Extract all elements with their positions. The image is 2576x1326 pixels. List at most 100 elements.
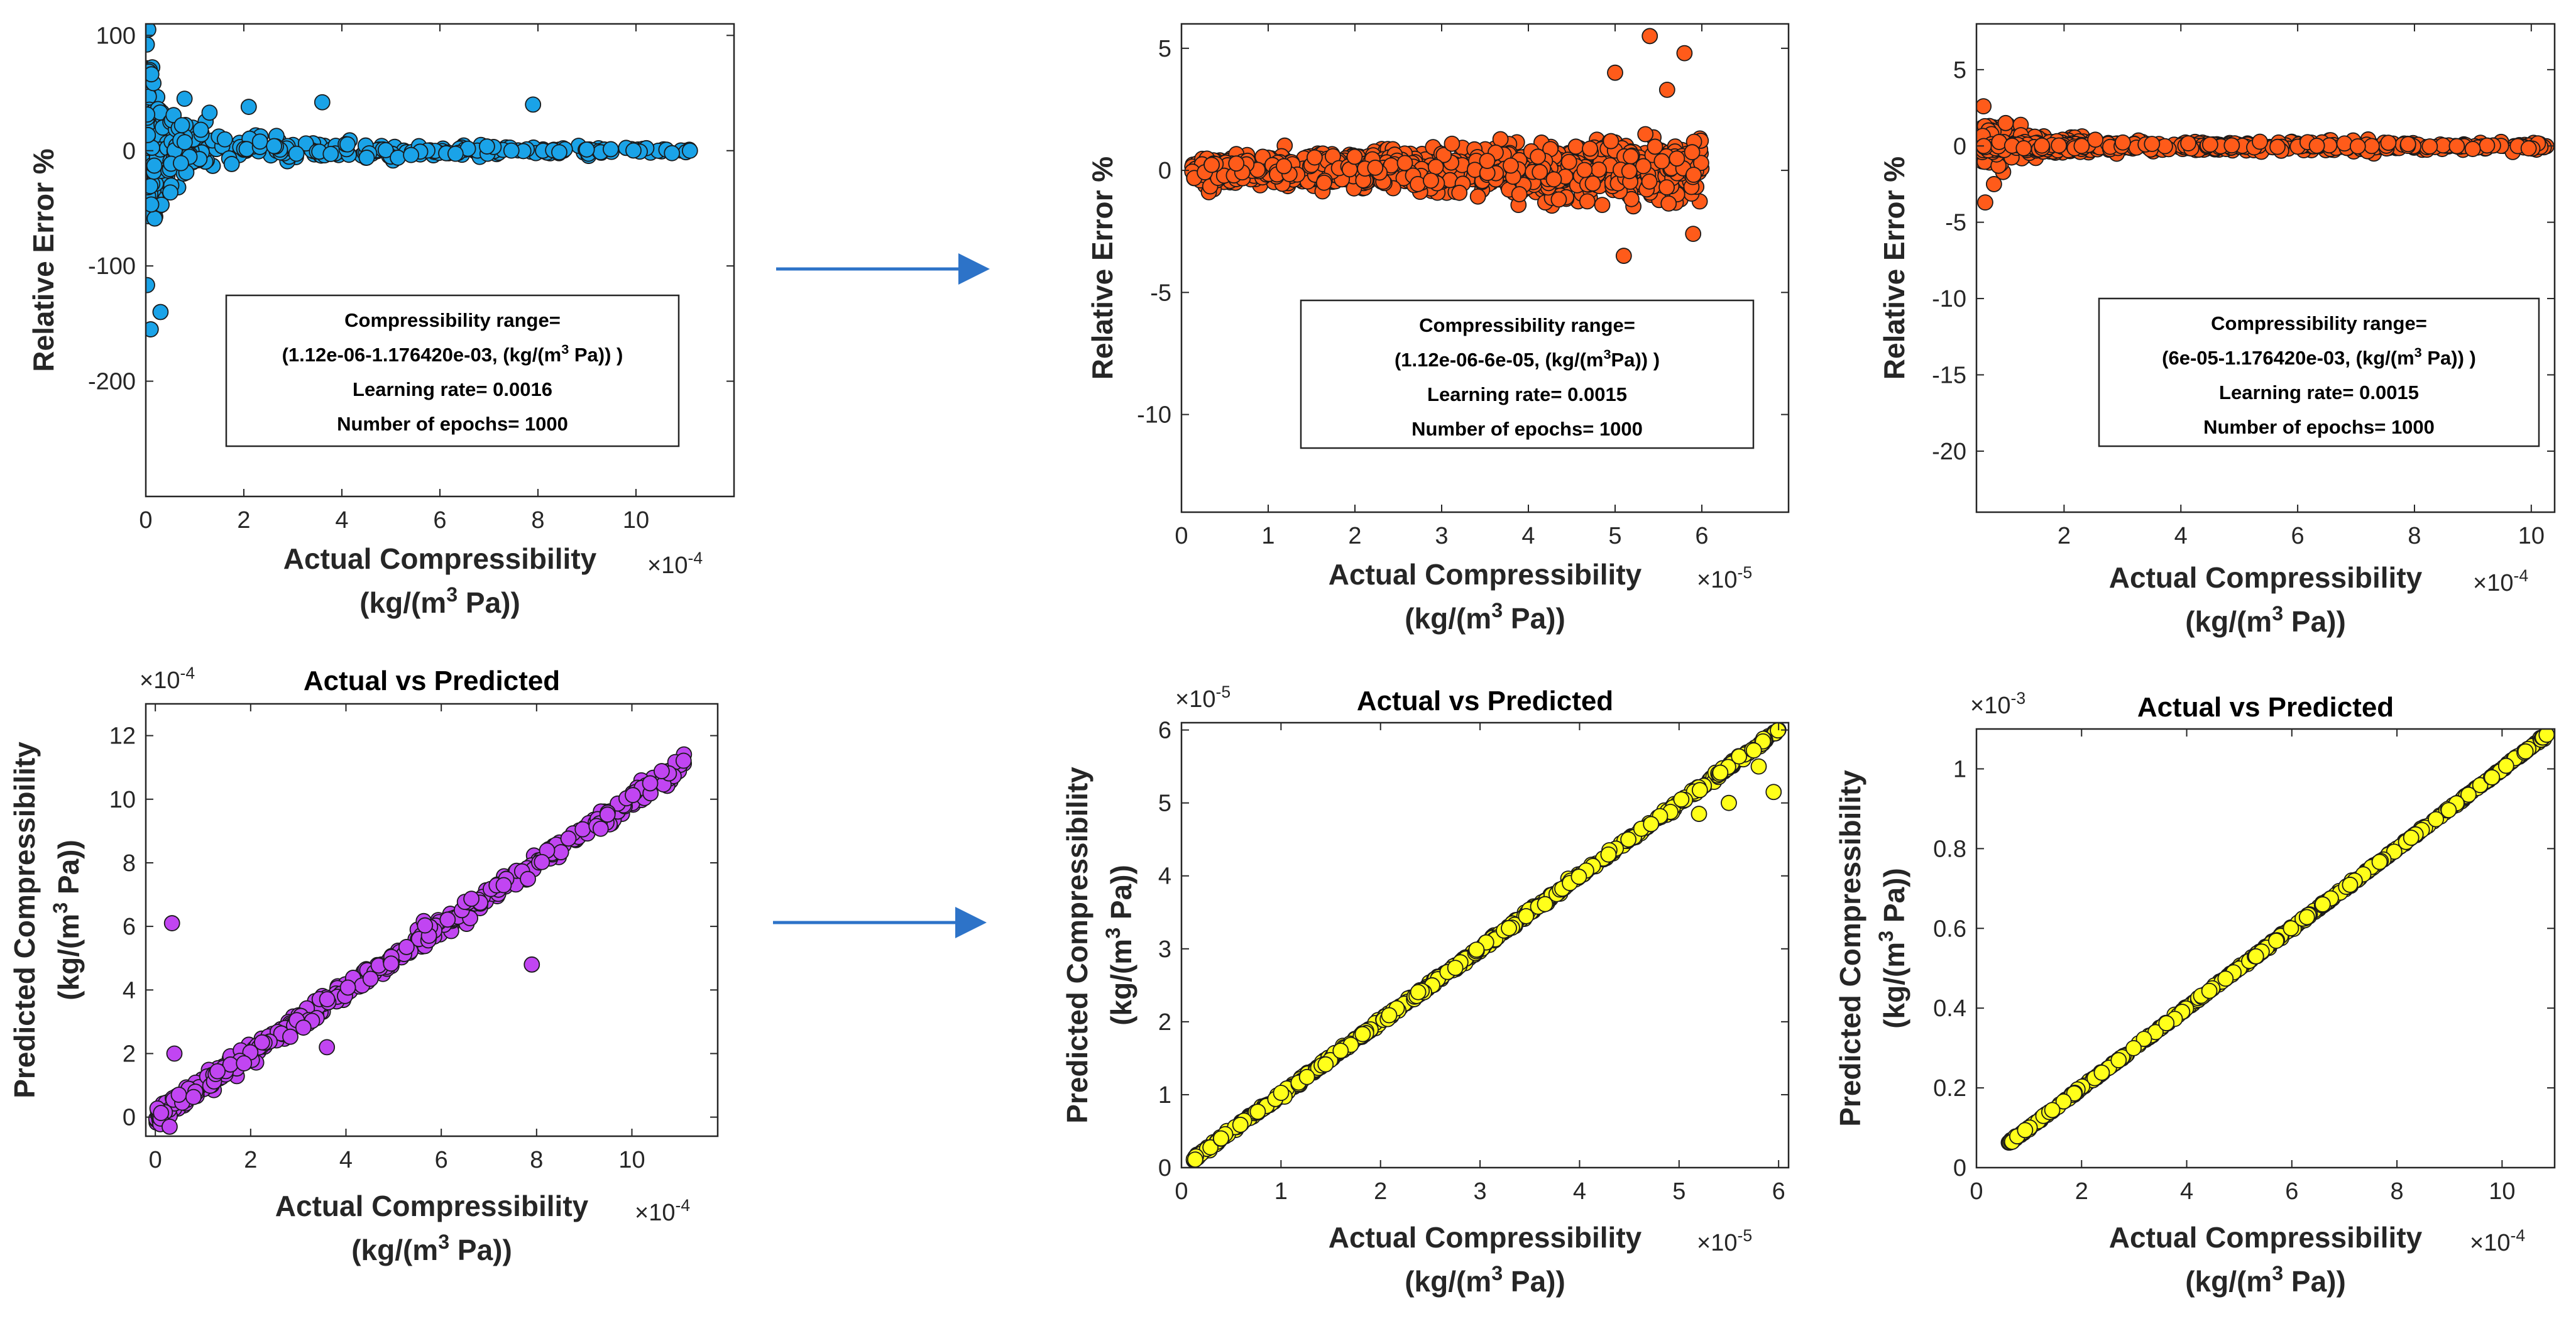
data-point <box>2066 1085 2083 1102</box>
data-point <box>1346 148 1363 165</box>
data-point <box>322 146 339 162</box>
x-axis-exponent: ×10-4 <box>2473 566 2528 596</box>
data-point <box>1985 176 2002 192</box>
data-point <box>153 1105 170 1121</box>
y-ticks: 5 0 -5 -10 <box>1137 36 1789 429</box>
data-point <box>654 763 670 779</box>
chart-2: 0 1 2 3 4 5 6 5 0 -5 -10 Actual Compressibility (kg/… <box>1086 23 1790 635</box>
x-tick-label: 0 <box>1970 1178 1983 1205</box>
data-point <box>2479 137 2496 154</box>
data-point <box>1685 226 1702 243</box>
x-tick-label: 4 <box>2174 523 2188 549</box>
data-point <box>236 1055 253 1071</box>
data-point <box>176 134 193 151</box>
data-point <box>1545 171 1562 188</box>
data-point <box>1187 1151 1203 1168</box>
data-point <box>2093 1065 2110 1081</box>
data-point <box>2051 137 2068 154</box>
data-point <box>2110 1052 2127 1068</box>
data-point <box>1537 896 1554 912</box>
data-point <box>314 94 331 111</box>
annotation-line: (1.12e-06-6e-05, (kg/(m3Pa)) ) <box>1395 346 1660 371</box>
y-tick-label: 4 <box>1158 863 1171 890</box>
annotation-line: Learning rate= 0.0015 <box>2219 381 2419 403</box>
x-ticks: 0 2 4 6 8 10 <box>149 704 645 1173</box>
data-point <box>1203 156 1220 173</box>
x-ticks: 0 1 2 3 4 5 6 <box>1175 723 1785 1205</box>
x-tick-label: 8 <box>531 507 544 534</box>
data-point <box>1579 193 1596 210</box>
y-axis-label-units: (kg/(m3 Pa)) <box>1102 865 1137 1026</box>
data-point <box>1615 248 1632 264</box>
x-tick-label: 4 <box>1521 523 1535 549</box>
data-point <box>2371 853 2388 870</box>
x-ticks: 0 2 4 6 8 10 <box>1970 729 2516 1205</box>
data-point <box>1381 1007 1398 1024</box>
data-point <box>1591 161 1607 178</box>
y-tick-label: 1 <box>1158 1082 1171 1109</box>
axes-frame <box>1975 23 2556 513</box>
data-point <box>1444 135 1461 152</box>
data-point <box>2380 134 2397 151</box>
data-point <box>1530 148 1546 165</box>
annotation-line: Learning rate= 0.0016 <box>353 378 552 400</box>
data-point <box>551 144 567 161</box>
data-point <box>1635 158 1652 175</box>
data-point <box>1647 138 1663 155</box>
data-point <box>2017 1122 2034 1139</box>
data-point <box>1567 138 1584 155</box>
data-point <box>2201 982 2218 999</box>
markers <box>1184 28 1710 264</box>
x-tick-label: 2 <box>237 507 250 534</box>
y-ticks: 0 0.2 0.4 0.6 0.8 1 <box>1933 756 2555 1181</box>
data-point <box>358 150 375 166</box>
data-point <box>2336 135 2353 152</box>
x-axis-label: Actual Compressibility <box>1329 558 1642 591</box>
annotation-line: Number of epochs= 1000 <box>1411 418 1643 440</box>
data-point <box>339 136 356 153</box>
data-point <box>2472 777 2489 794</box>
data-point <box>297 135 314 152</box>
data-point <box>146 321 159 337</box>
data-point <box>319 991 336 1007</box>
data-point <box>173 117 190 134</box>
annotation-frame <box>225 294 680 447</box>
data-point <box>1451 184 1468 201</box>
data-point <box>2180 135 2196 151</box>
x-axis-exponent: ×10-4 <box>635 1196 690 1226</box>
data-point <box>1249 1104 1266 1120</box>
data-point <box>2055 1093 2072 1110</box>
data-point <box>146 277 155 293</box>
y-tick-label: -10 <box>1932 286 1966 312</box>
x-axis-exponent: ×10-5 <box>1697 1226 1752 1256</box>
data-point <box>534 853 551 870</box>
x-tick-label: 1 <box>1261 523 1274 549</box>
data-point <box>2364 138 2380 155</box>
data-point <box>1479 153 1496 169</box>
data-point <box>1691 806 1707 822</box>
data-point <box>447 145 464 162</box>
y-tick-label: 0 <box>1158 158 1171 184</box>
data-point <box>146 66 160 83</box>
markers <box>2000 729 2555 1151</box>
x-axis-exponent: ×10-4 <box>2470 1226 2525 1256</box>
x-tick-label: 2 <box>1348 523 1361 549</box>
data-point <box>170 1087 187 1103</box>
annotation-box: Compressibility range= (1.12e-06-1.176420… <box>225 294 680 447</box>
x-tick-label: 0 <box>1175 523 1188 549</box>
data-point <box>240 99 257 115</box>
data-point <box>1560 153 1577 170</box>
data-point <box>1511 186 1528 202</box>
axes-frame <box>1180 721 1790 1169</box>
x-tick-label: 5 <box>1608 523 1621 549</box>
x-tick-label: 4 <box>2180 1178 2193 1205</box>
chart-title: Actual vs Predicted <box>2137 692 2394 723</box>
data-point <box>238 141 255 158</box>
data-point <box>1684 144 1701 161</box>
y-tick-label: -100 <box>88 253 136 280</box>
data-point <box>1977 194 1993 211</box>
data-point <box>1620 831 1637 848</box>
annotation-line: Compressibility range= <box>344 309 561 331</box>
y-tick-label: 5 <box>1953 57 1966 84</box>
